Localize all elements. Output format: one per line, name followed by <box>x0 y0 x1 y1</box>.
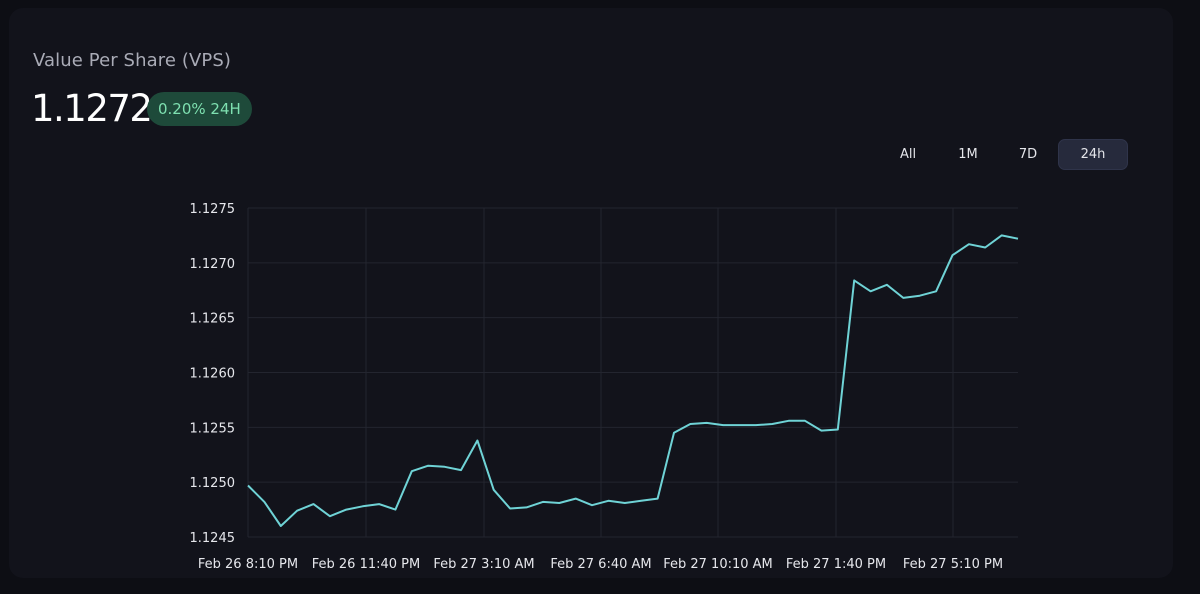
y-tick-label: 1.1275 <box>190 202 236 217</box>
current-value: 1.1272 <box>31 87 153 130</box>
tab-7d[interactable]: 7D <box>1018 147 1038 162</box>
x-tick-label: Feb 26 8:10 PM <box>198 557 298 572</box>
x-tick-label: Feb 26 11:40 PM <box>312 557 420 572</box>
y-tick-label: 1.1255 <box>190 421 236 436</box>
vps-card: Value Per Share (VPS) 1.1272 0.20% 24H A… <box>9 8 1173 578</box>
y-tick-label: 1.1260 <box>190 367 236 382</box>
x-tick-label: Feb 27 10:10 AM <box>663 557 773 572</box>
x-tick-label: Feb 27 5:10 PM <box>903 557 1003 572</box>
series-line <box>247 234 1019 527</box>
y-tick-label: 1.1265 <box>190 312 236 327</box>
tab-all[interactable]: All <box>899 147 917 162</box>
x-tick-label: Feb 27 3:10 AM <box>433 557 534 572</box>
change-badge: 0.20% 24H <box>147 92 252 126</box>
y-tick-label: 1.1270 <box>190 257 236 272</box>
y-tick-label: 1.1245 <box>190 531 236 546</box>
timeframe-tabs: All 1M 7D 24h <box>878 139 1128 170</box>
chart-title: Value Per Share (VPS) <box>33 50 231 71</box>
x-tick-label: Feb 27 6:40 AM <box>550 557 651 572</box>
y-tick-label: 1.1250 <box>190 476 236 491</box>
x-tick-label: Feb 27 1:40 PM <box>786 557 886 572</box>
tab-24h[interactable]: 24h <box>1058 139 1128 170</box>
tab-1m[interactable]: 1M <box>958 147 978 162</box>
